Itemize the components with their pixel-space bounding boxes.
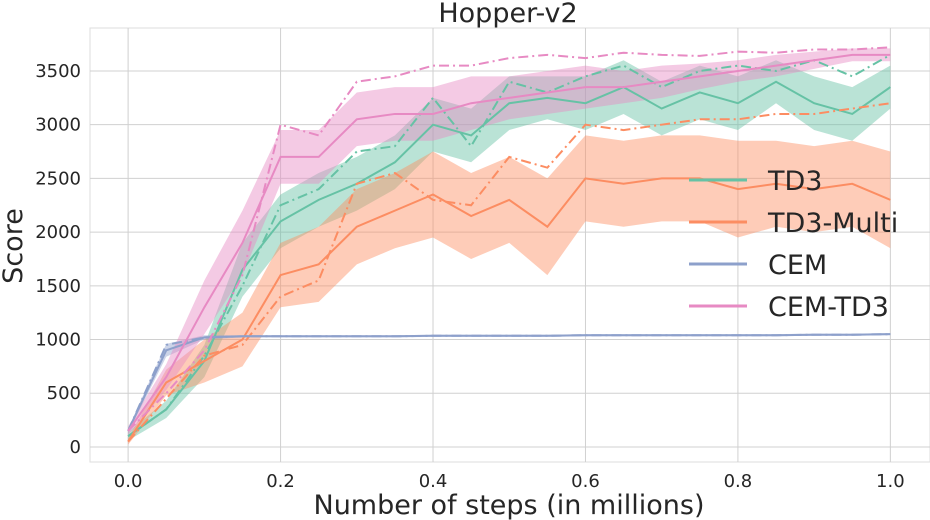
legend: TD3 TD3-Multi CEM CEM-TD3	[689, 166, 898, 323]
legend-label: TD3-Multi	[767, 208, 898, 239]
x-tick-label: 0.4	[419, 471, 448, 492]
tick-labels: 0.0 0.2 0.4 0.6 0.8 1.0 0 500 1000 1500 2000 2500 30…	[35, 61, 904, 492]
y-tick-label: 0	[70, 437, 81, 458]
series-lines	[127, 46, 891, 443]
y-tick-label: 1500	[35, 276, 81, 297]
plot-area	[89, 27, 930, 463]
y-tick-label: 2000	[35, 222, 81, 243]
td3-multi-band	[128, 135, 891, 445]
confidence-bands	[128, 48, 891, 445]
legend-item-td3: TD3	[689, 166, 822, 197]
chart-title: Hopper-v2	[438, 0, 577, 29]
x-tick-label: 0.0	[114, 471, 143, 492]
x-axis-label: Number of steps (in millions)	[314, 490, 705, 520]
legend-label: TD3	[767, 166, 822, 197]
legend-item-td3-multi: TD3-Multi	[689, 208, 898, 239]
y-tick-label: 3000	[35, 115, 81, 136]
x-tick-label: 0.8	[724, 471, 753, 492]
cem-mean-line	[127, 333, 891, 432]
cem-td3-band	[128, 48, 891, 436]
y-tick-label: 1000	[35, 330, 81, 351]
x-tick-label: 1.0	[876, 471, 905, 492]
td3-max-line	[127, 53, 891, 438]
td3-mean-line	[127, 80, 891, 438]
cem-td3-max-line	[127, 46, 891, 432]
td3-band	[128, 60, 891, 441]
x-tick-label: 0.6	[571, 471, 600, 492]
legend-label: CEM-TD3	[768, 292, 889, 323]
y-axis-label: Score	[0, 208, 29, 284]
td3-multi-max-line	[127, 102, 891, 443]
cem-td3-mean-line	[127, 53, 891, 432]
y-tick-label: 2500	[35, 168, 81, 189]
x-tick-label: 0.2	[266, 471, 295, 492]
legend-item-cem: CEM	[689, 250, 827, 281]
y-tick-label: 3500	[35, 61, 81, 82]
legend-item-cem-td3: CEM-TD3	[689, 292, 889, 323]
legend-label: CEM	[768, 250, 827, 281]
grid	[90, 28, 930, 462]
y-tick-label: 500	[47, 383, 81, 404]
td3-multi-mean-line	[127, 177, 891, 443]
